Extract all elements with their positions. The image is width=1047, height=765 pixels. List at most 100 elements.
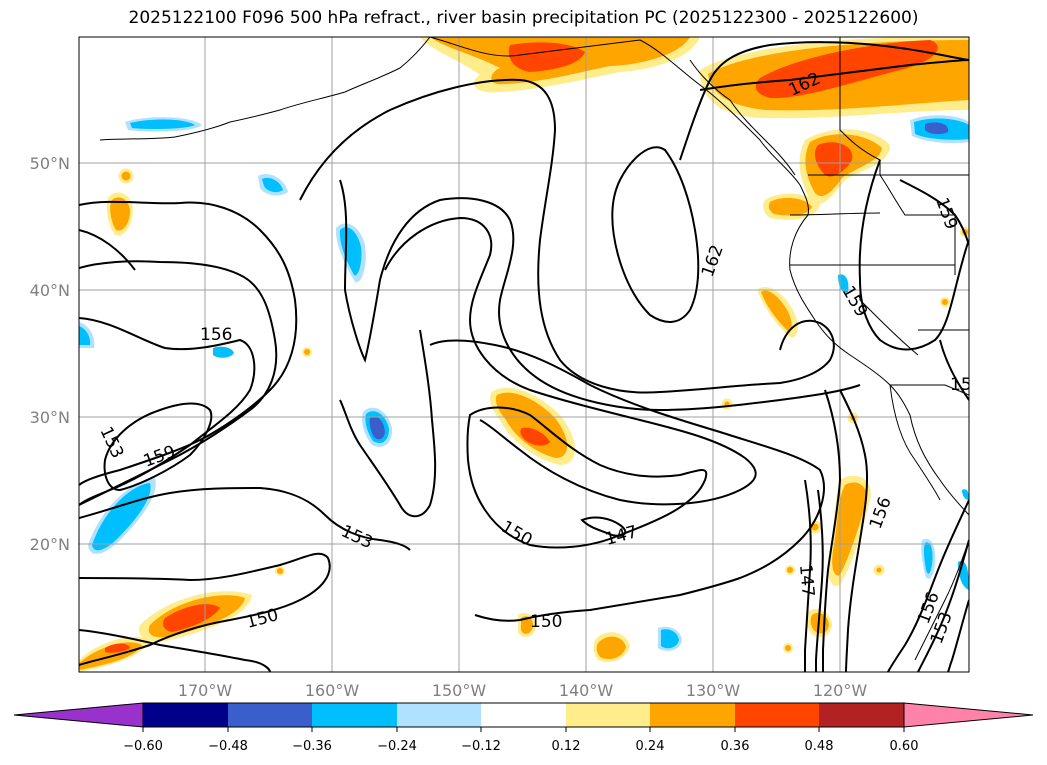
shade-w1-orange [110, 197, 130, 231]
colorbar-bin-6 [566, 703, 650, 727]
contour-156-west-coast [839, 389, 869, 672]
lon-label-130w: 130°W [686, 681, 741, 700]
shade-center-red [520, 427, 550, 446]
contour-159-north [79, 200, 298, 486]
contour-center-west [339, 329, 437, 518]
lat-label-30: 30°N [30, 408, 70, 427]
lon-label-120w: 120°W [813, 681, 868, 700]
colorbar-bin-8 [735, 703, 819, 727]
contour-150-se [947, 599, 969, 672]
shade-neg-11-sky [923, 542, 933, 574]
contour-150-east [815, 489, 824, 672]
colorbar-extend-high [903, 702, 1034, 728]
lat-label-50: 50°N [30, 154, 70, 173]
shade-wa-orange [768, 197, 812, 216]
contour-big-loop-2 [339, 179, 861, 412]
contour-label: 156 [200, 325, 232, 345]
contour-label: 150 [530, 612, 562, 632]
contour-label: 15 [950, 375, 972, 395]
shade-dot-2 [302, 347, 312, 357]
shade-dot-9 [783, 643, 793, 653]
border-bc-alberta [839, 37, 881, 175]
shaded-anomalies [79, 37, 969, 672]
contour-loop-3 [384, 216, 757, 506]
shade-pnw-red [814, 142, 853, 177]
shade-sw2-red [105, 643, 130, 653]
contour-150-center [429, 339, 825, 622]
contour-148-south [79, 629, 271, 672]
contour-153-west-coast [821, 389, 842, 672]
shade-dot-7 [873, 564, 885, 576]
contour-150-south [79, 552, 331, 666]
shade-neg-7-sky [213, 346, 234, 358]
coast-baja [889, 384, 941, 501]
graticule [79, 37, 969, 672]
colorbar-tick-label: −0.60 [123, 739, 163, 754]
contour-big-loop [299, 78, 835, 394]
border-id-mt [879, 174, 956, 275]
refractivity-contours [79, 41, 969, 672]
colorbar-tick-label: −0.24 [377, 739, 417, 754]
contour-153 [79, 317, 256, 506]
colorbar-ticks [142, 727, 905, 732]
shade-dot-8 [785, 565, 795, 575]
border-wa-or [789, 212, 881, 216]
contour-162-ne-2 [699, 59, 969, 91]
shade-calif-orange [761, 290, 792, 332]
coast-west-us [789, 214, 969, 516]
colorbar-bin-7 [650, 703, 735, 727]
colorbar-tick-label: −0.36 [292, 739, 332, 754]
longitude-labels: 170°W 160°W 150°W 140°W 130°W 120°W [178, 681, 868, 700]
shade-top-red [508, 42, 585, 72]
shade-neg-5-sky [92, 483, 151, 551]
colorbar-tick-label: −0.48 [208, 739, 248, 754]
shade-neg-4-blue [369, 416, 385, 440]
coast-alaska-south [429, 37, 809, 216]
colorbar-tick-label: 0.24 [636, 739, 665, 754]
shade-dot-10 [940, 297, 950, 307]
shade-s2-orange [521, 616, 534, 634]
shade-dot-1 [118, 168, 134, 184]
colorbar-tick-label: 0.48 [805, 739, 834, 754]
shade-dot-4 [275, 566, 285, 576]
lon-label-160w: 160°W [305, 681, 360, 700]
shade-s1-orange [596, 636, 626, 660]
contour-162-ne [679, 41, 969, 161]
shade-neg-13-sky [962, 489, 969, 500]
latitude-labels: 50°N 40°N 30°N 20°N [30, 154, 70, 554]
shade-sw1-red [163, 604, 220, 632]
lon-label-170w: 170°W [178, 681, 233, 700]
map-content: 156 153 159 153 150 150 150 147 162 162 … [79, 37, 972, 672]
shade-neg-8-sky [661, 629, 679, 649]
lat-label-40: 40°N [30, 281, 70, 300]
contour-162-loop [611, 146, 700, 323]
colorbar-extend-low [13, 702, 144, 728]
shade-ne-band-red [755, 40, 938, 99]
colorbar: −0.60 −0.48 −0.36 −0.24 −0.12 0.12 0.24 … [13, 702, 1034, 754]
contour-147 [580, 516, 627, 537]
map-title: 2025122100 F096 500 hPa refract., river … [128, 8, 919, 28]
coast-aleutians [99, 37, 431, 141]
shade-neg-6-sky [79, 326, 91, 345]
colorbar-tick-label: −0.12 [461, 739, 501, 754]
coast-mexico-south [914, 539, 969, 661]
contour-147-east [804, 479, 812, 672]
contour-150-inner [466, 406, 708, 549]
contour-159-ne [899, 179, 969, 246]
colorbar-bin-1 [143, 703, 228, 727]
lat-label-20: 20°N [30, 535, 70, 554]
contour-west-upper [79, 229, 136, 271]
colorbar-bin-3 [312, 703, 397, 727]
colorbar-tick-label: 0.12 [552, 739, 581, 754]
shade-neg-9-blue [925, 122, 949, 135]
shade-mex-orange [832, 482, 867, 576]
contour-label: 147 [795, 564, 818, 598]
contour-15x-east [939, 339, 969, 401]
contour-156 [79, 260, 278, 506]
contour-159-west-coast [858, 159, 969, 351]
map-frame [78, 36, 970, 673]
colorbar-tick-label: 0.60 [890, 739, 919, 754]
colorbar-bin-9 [819, 703, 904, 727]
shade-neg-2-sky [262, 177, 283, 193]
